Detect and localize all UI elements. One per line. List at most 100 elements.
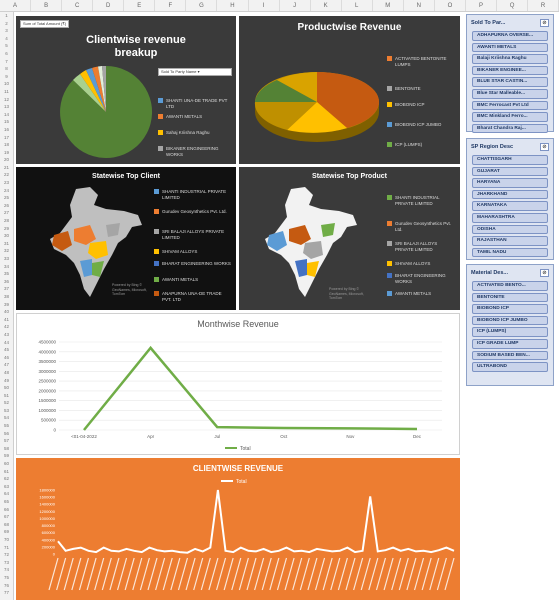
row-header-cell[interactable]: 20 [3,157,9,163]
column-header-cell[interactable]: A [0,0,32,11]
row-header-cell[interactable]: 13 [3,104,9,110]
row-header-cell[interactable]: 23 [3,180,9,186]
row-header-cell[interactable]: 61 [3,468,9,474]
row-header-cell[interactable]: 32 [3,248,9,254]
row-header-cell[interactable]: 5 [5,43,8,49]
row-header-cell[interactable]: 43 [3,331,9,337]
row-header-cell[interactable]: 44 [3,339,9,345]
row-header-cell[interactable]: 60 [3,461,9,467]
row-header-cell[interactable]: 46 [3,354,9,360]
row-header-cell[interactable]: 38 [3,293,9,299]
row-header-cell[interactable]: 54 [3,415,9,421]
row-header-cell[interactable]: 42 [3,324,9,330]
row-header-cell[interactable]: 39 [3,301,9,307]
column-header-cell[interactable]: I [249,0,280,11]
slicer-item[interactable]: AWANTI METALS [472,42,548,53]
slicer-item[interactable]: RAJASTHAN [472,236,548,246]
row-header-cell[interactable]: 27 [3,210,9,216]
row-header-cell[interactable]: 62 [3,476,9,482]
column-header-cell[interactable]: P [466,0,497,11]
row-header-cell[interactable]: 16 [3,126,9,132]
row-header-cell[interactable]: 2 [5,20,8,26]
row-header-cell[interactable]: 73 [3,559,9,565]
row-header-cell[interactable]: 26 [3,202,9,208]
row-header-cell[interactable]: 65 [3,499,9,504]
productwise-pie-panel[interactable]: Productwise Revenue ACTIVATED BENTONITE … [239,16,460,164]
row-header-cell[interactable]: 66 [3,506,9,512]
row-header-cell[interactable]: 35 [3,271,9,277]
row-header-cell[interactable]: 25 [3,195,9,201]
slicer-item[interactable]: BMC Minkland Ferro... [472,112,548,122]
row-header-cell[interactable]: 21 [3,164,9,170]
row-header-cell[interactable]: 76 [3,582,9,588]
slicer-item[interactable]: SODIUM BASED BEN... [472,350,548,361]
row-header-cell[interactable]: 31 [3,240,9,246]
column-header-cell[interactable]: R [528,0,559,11]
row-header-cell[interactable]: 19 [3,149,9,155]
slicer-item[interactable]: BLUE STAR CASTIN... [472,77,548,87]
row-header-cell[interactable]: 75 [3,574,9,580]
column-header-cell[interactable]: J [280,0,311,11]
slicer-item[interactable]: BIKANER ENGINEE... [472,65,548,76]
row-header-cell[interactable]: 1 [5,13,8,18]
column-header-cell[interactable]: O [435,0,466,11]
slicer-item[interactable]: BIOBOND ICP [472,304,548,314]
row-header-cell[interactable]: 40 [3,309,9,315]
row-header-cell[interactable]: 71 [3,544,9,550]
row-header-cell[interactable]: 67 [3,514,9,520]
column-header-cell[interactable]: B [31,0,63,11]
row-header-cell[interactable]: 24 [3,187,9,193]
row-header-cell[interactable]: 12 [3,96,9,102]
row-header-cell[interactable]: 30 [3,233,9,239]
clientwise-revenue-panel[interactable]: CLIENTWISE REVENUE Total 1800000 1600000 1… [16,458,460,600]
column-header-cell[interactable]: Q [497,0,529,11]
row-header-cell[interactable]: 41 [3,316,9,322]
row-header-cell[interactable]: 48 [3,369,9,375]
row-header-cell[interactable]: 14 [3,111,9,117]
column-header-cell[interactable]: H [217,0,249,11]
slicer-item[interactable]: JHARKHAND [472,189,548,200]
row-header-cell[interactable]: 47 [3,362,9,368]
column-header-cell[interactable]: G [186,0,218,11]
row-header-cell[interactable]: 11 [4,88,9,94]
row-header-cell[interactable]: 70 [3,536,9,542]
column-header-cell[interactable]: L [342,0,373,11]
row-header-cell[interactable]: 6 [5,50,8,56]
slicer-item[interactable]: ACTIVATED BENTO... [472,281,548,291]
row-header-cell[interactable]: 64 [3,491,9,497]
slicer-item[interactable]: MAHARASHTRA [472,212,548,223]
row-header-cell[interactable]: 56 [3,430,9,436]
row-header-cell[interactable]: 52 [3,400,9,406]
material-slicer[interactable]: Material Des... ⊘ ACTIVATED BENTO... BENTO… [466,264,554,386]
row-header-cell[interactable]: 77 [3,590,9,596]
slicer-item[interactable]: BMC Ferrocast Pvt Ltd [472,100,548,111]
row-header-cell[interactable]: 53 [3,407,9,413]
row-header-cell[interactable]: 18 [3,142,9,148]
statewise-client-map-panel[interactable]: Statewise Top Client SHANTI INDUSTRIAL P… [16,167,236,310]
row-header-cell[interactable]: 9 [5,73,8,79]
slicer-item[interactable]: Balaji Kriishna Raghu [472,54,548,64]
row-header-cell[interactable]: 51 [3,392,9,398]
slicer-item[interactable]: BENTONITE [472,292,548,303]
clear-filter-icon[interactable]: ⊘ [540,19,549,27]
row-header-cell[interactable]: 69 [3,529,9,535]
row-header-cell[interactable]: 45 [3,347,9,353]
row-header-cell[interactable]: 68 [3,521,9,527]
column-header-cell[interactable]: N [404,0,435,11]
row-header-cell[interactable]: 72 [3,552,9,558]
slicer-item[interactable]: ULTRABOND [472,362,548,372]
column-header-cell[interactable]: F [155,0,187,11]
slicer-item[interactable]: Bharat Chandra Raj... [472,123,548,134]
slicer-item[interactable]: ADHAPURNA OVERSE... [472,31,548,41]
monthwise-revenue-panel[interactable]: Monthwise Revenue 4500000 4000000 3500000 3… [16,313,460,455]
slicer-item[interactable]: ICP (LUMPS) [472,327,548,337]
row-header-cell[interactable]: 7 [5,58,8,64]
slicer-item[interactable]: HARYANA [472,178,548,188]
column-header-cell[interactable]: K [311,0,342,11]
row-header-cell[interactable]: 59 [3,453,9,459]
row-header-cell[interactable]: 37 [3,286,9,292]
row-header-cell[interactable]: 29 [3,225,9,231]
row-header-cell[interactable]: 28 [3,218,9,224]
clientwise-pie-panel[interactable]: Sum of Total Amount (₹) Clientwise reven… [16,16,236,164]
row-header-cell[interactable]: 74 [3,567,9,573]
